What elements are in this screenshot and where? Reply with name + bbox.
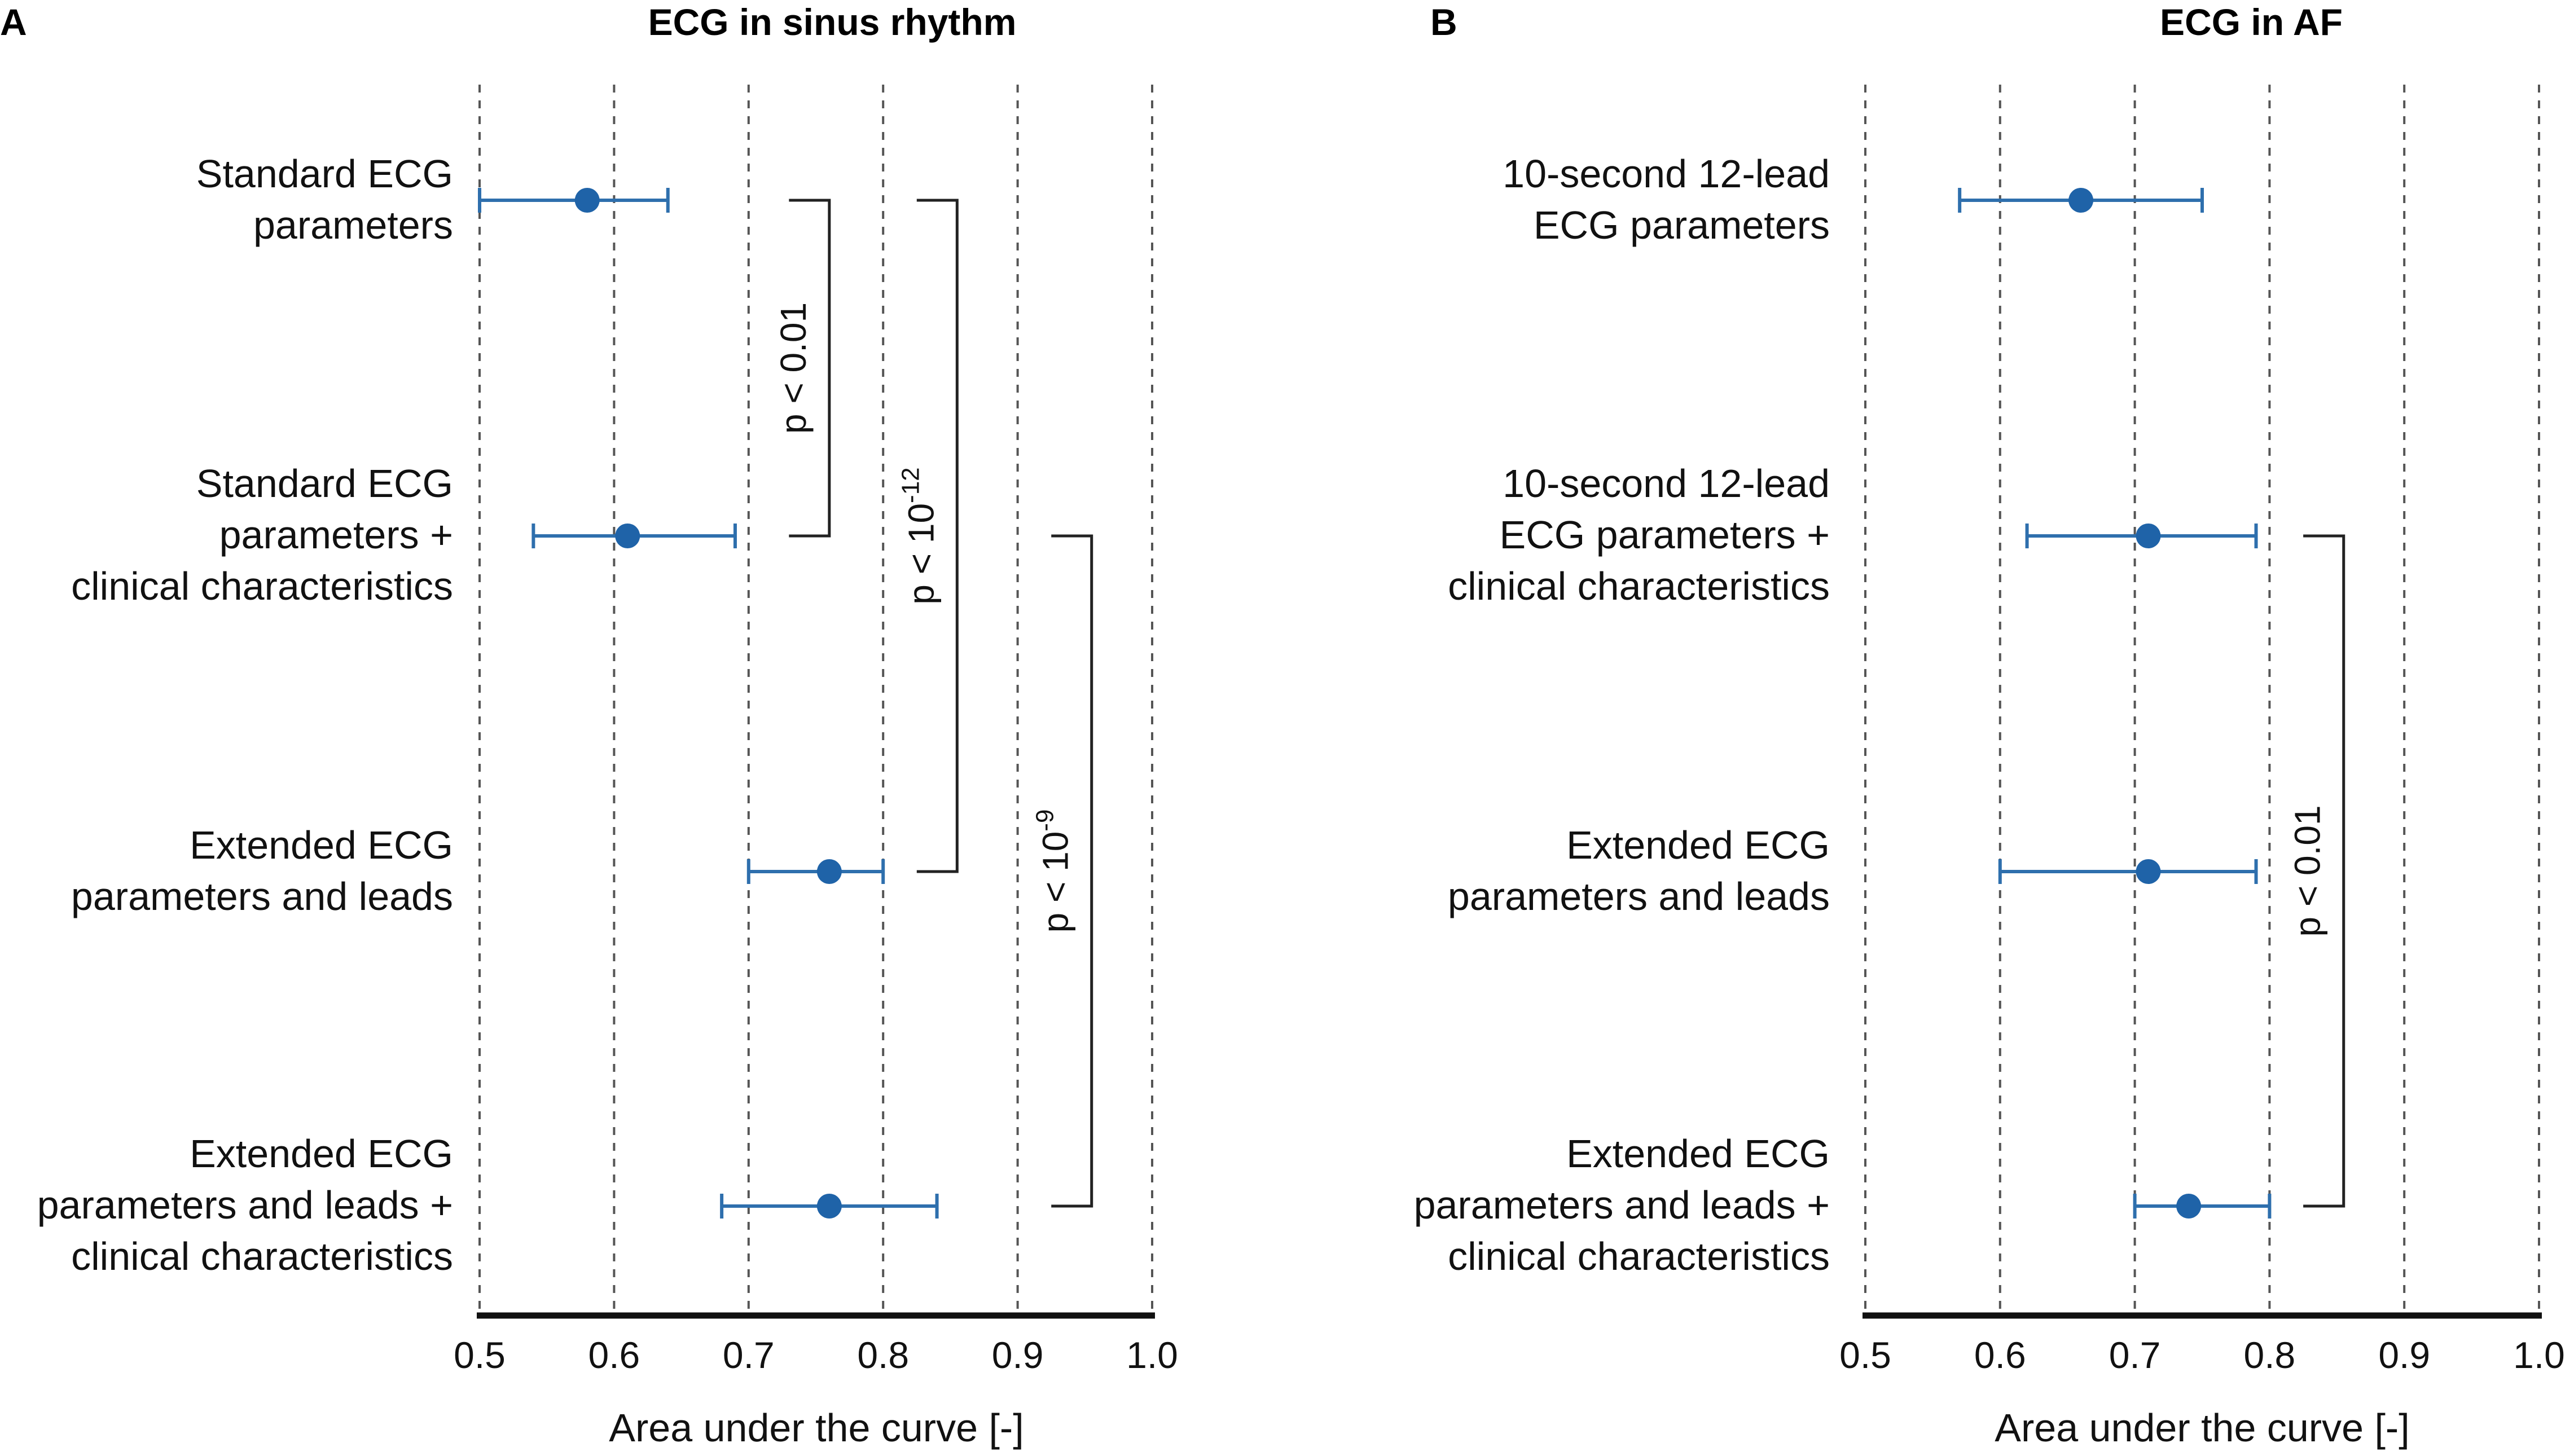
category-label: Extended ECG	[190, 1132, 453, 1176]
x-tick-label: 0.7	[2109, 1334, 2161, 1376]
x-tick-label: 1.0	[1126, 1334, 1178, 1376]
plot-layers: 0.5 0.6 0.7 0.8 0.9 1.0 Standard ECG parameters…	[37, 85, 2565, 1376]
x-tick-label: 0.5	[454, 1334, 506, 1376]
panel-a-x-axis-title: Area under the curve [-]	[609, 1406, 1024, 1450]
auc-point	[816, 859, 842, 884]
auc-point	[2176, 1194, 2202, 1219]
category-label: 10-second 12-lead	[1503, 461, 1830, 505]
category-label: Standard ECG	[196, 152, 453, 196]
panel-a-plot: 0.5 0.6 0.7 0.8 0.9 1.0 Standard ECG parameters…	[37, 85, 1178, 1376]
panel-b-plot: 0.5 0.6 0.7 0.8 0.9 1.0 10-second 12-lead ECG p…	[1414, 85, 2565, 1376]
x-tick-label: 1.0	[2513, 1334, 2565, 1376]
p-value-label: p < 10-9	[1031, 810, 1076, 933]
significance-bracket	[789, 199, 831, 538]
category-label: parameters	[253, 203, 453, 247]
p-value-label: p < 10-12	[897, 467, 941, 604]
category-label: 10-second 12-lead	[1503, 152, 1830, 196]
panel-a-letter: A	[0, 1, 27, 43]
panel-a-title: ECG in sinus rhythm	[648, 1, 1017, 43]
significance-bracket	[916, 199, 959, 873]
p-value-label: p < 0.01	[2287, 805, 2328, 936]
category-label: ECG parameters +	[1500, 513, 1830, 557]
category-label: parameters and leads	[71, 874, 453, 918]
panel-b: B ECG in AF Area under the curve [-]	[1430, 1, 2410, 1450]
p-value-base: p < 0.01	[2287, 805, 2328, 936]
x-tick-label: 0.9	[2378, 1334, 2430, 1376]
p-value-base: p < 0.01	[773, 302, 814, 434]
category-label: parameters +	[219, 513, 453, 557]
auc-point	[2068, 188, 2094, 213]
x-tick-label: 0.5	[1839, 1334, 1891, 1376]
significance-bracket	[1051, 534, 1093, 1208]
x-tick-label: 0.8	[2244, 1334, 2296, 1376]
x-tick-label: 0.9	[992, 1334, 1044, 1376]
auc-point	[615, 524, 640, 548]
category-label: parameters and leads +	[37, 1183, 453, 1227]
x-tick-label: 0.8	[857, 1334, 909, 1376]
p-value-base: p < 10	[901, 503, 941, 605]
significance-bracket	[2303, 534, 2345, 1208]
category-label: clinical characteristics	[71, 564, 453, 608]
panel-b-letter: B	[1430, 1, 1457, 43]
category-label: ECG parameters	[1534, 203, 1830, 247]
auc-point	[574, 188, 600, 213]
p-value-exponent: -12	[897, 467, 924, 503]
panel-b-x-axis-title: Area under the curve [-]	[1995, 1406, 2409, 1450]
category-label: Extended ECG	[1566, 1132, 1830, 1176]
p-value-label: p < 0.01	[773, 302, 814, 434]
auc-point	[816, 1194, 842, 1219]
category-label: clinical characteristics	[1448, 1234, 1830, 1278]
category-label: clinical characteristics	[71, 1234, 453, 1278]
panel-b-title: ECG in AF	[2160, 1, 2343, 43]
auc-point	[2136, 524, 2161, 548]
category-label: Extended ECG	[190, 823, 453, 867]
category-label: parameters and leads +	[1414, 1183, 1830, 1227]
category-label: Extended ECG	[1566, 823, 1830, 867]
panel-a: A ECG in sinus rhythm Area under the cur…	[0, 1, 1024, 1450]
auc-point	[2136, 859, 2161, 884]
x-tick-label: 0.6	[588, 1334, 640, 1376]
p-value-base: p < 10	[1035, 832, 1076, 933]
x-tick-label: 0.6	[1974, 1334, 2026, 1376]
category-label: clinical characteristics	[1448, 564, 1830, 608]
p-value-exponent: -9	[1031, 810, 1059, 832]
category-label: Standard ECG	[196, 461, 453, 505]
category-label: parameters and leads	[1448, 874, 1830, 918]
x-tick-label: 0.7	[723, 1334, 775, 1376]
